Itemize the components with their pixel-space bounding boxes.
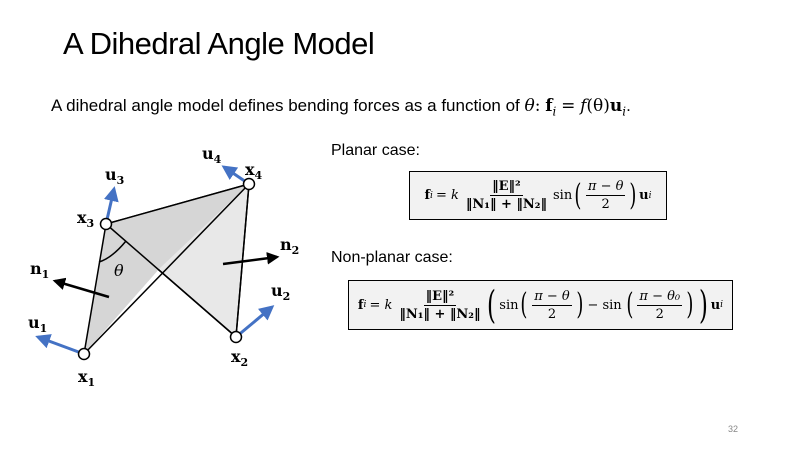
- page-number: 32: [728, 424, 739, 434]
- nonplanar-lhs: f: [357, 297, 364, 313]
- intro-u-sub: i: [622, 104, 627, 119]
- label-x3: x3: [77, 208, 94, 230]
- intro-fn: f: [580, 96, 587, 116]
- intro-period: .: [626, 96, 631, 115]
- intro-colon: :: [534, 96, 541, 116]
- vertex-x2: [229, 330, 243, 344]
- vertex-x3: [99, 217, 113, 231]
- planar-inner-fraction: π − θ 2: [585, 179, 626, 212]
- planar-inner-den: 2: [601, 197, 610, 212]
- intro-u: u: [609, 96, 623, 116]
- intro-equals: =: [561, 96, 576, 116]
- label-x1: x1: [78, 367, 95, 389]
- planar-fraction: ‖E‖² ‖N₁‖ + ‖N₂‖: [464, 179, 549, 212]
- nonplanar-minus-sin: − sin: [587, 297, 622, 313]
- n2-arrow: [222, 252, 280, 266]
- nonplanar-rparen-1: ): [576, 287, 584, 322]
- label-n2: n2: [280, 235, 299, 257]
- vertex-x4: [242, 177, 256, 191]
- nonplanar-outer-lparen: (: [487, 283, 497, 327]
- planar-rhs-sub: i: [648, 190, 652, 201]
- label-x4: x4: [245, 160, 263, 182]
- planar-lhs-sub: i: [430, 190, 433, 201]
- planar-inner-num: π − θ: [585, 179, 626, 196]
- nonplanar-fraction: ‖E‖² ‖N₁‖ + ‖N₂‖: [397, 289, 482, 322]
- nonplanar-eq-k: = k: [369, 297, 393, 313]
- planar-lparen: (: [574, 177, 582, 213]
- vertex-x1: [77, 347, 91, 361]
- intro-f-sub: i: [552, 104, 557, 119]
- intro-arg: (θ): [586, 96, 610, 116]
- nonplanar-inner2-num: π − θ₀: [637, 288, 683, 306]
- label-n1: n1: [30, 259, 49, 281]
- planar-rparen: ): [629, 177, 637, 213]
- slide-title: A Dihedral Angle Model: [63, 26, 375, 61]
- planar-label: Planar case:: [331, 142, 420, 159]
- u2-arrow: [235, 305, 275, 339]
- nonplanar-inner1-den: 2: [547, 306, 557, 322]
- nonplanar-lhs-sub: i: [363, 300, 367, 310]
- label-u4: u4: [202, 144, 222, 166]
- nonplanar-rhs: u: [710, 297, 721, 313]
- nonplanar-outer-rparen: ): [698, 283, 708, 327]
- nonplanar-inner1-fraction: π − θ 2: [532, 289, 572, 322]
- nonplanar-inner2-den: 2: [655, 306, 664, 322]
- nonplanar-lparen-1: (: [520, 287, 528, 322]
- label-u3: u3: [105, 165, 124, 187]
- nonplanar-num: ‖E‖²: [423, 288, 457, 306]
- label-x2: x2: [231, 347, 248, 369]
- planar-den: ‖N₁‖ + ‖N₂‖: [465, 197, 547, 212]
- edge-x3-x4: [105, 183, 250, 225]
- edge-x1-x3: [83, 223, 107, 355]
- label-u1: u1: [28, 313, 47, 335]
- nonplanar-inner2-fraction: π − θ₀ 2: [637, 288, 683, 322]
- n1-arrow: [52, 277, 110, 299]
- planar-sin: sin: [552, 188, 573, 203]
- nonplanar-sin1: sin: [499, 297, 519, 313]
- face-1: [84, 184, 249, 354]
- theta-arc: [98, 240, 127, 263]
- planar-lhs: f: [424, 188, 431, 203]
- nonplanar-lparen-2: (: [626, 287, 634, 322]
- nonplanar-label: Non-planar case:: [331, 249, 453, 266]
- intro-theta: θ: [524, 96, 535, 116]
- label-theta: θ: [114, 261, 124, 280]
- intro-text: A dihedral angle model defines bending f…: [51, 96, 520, 115]
- u1-arrow: [35, 334, 85, 356]
- planar-eq-k: = k: [435, 188, 459, 203]
- nonplanar-rhs-sub: i: [720, 300, 724, 310]
- planar-rhs: u: [639, 188, 649, 203]
- edge-x3-x2: [105, 223, 237, 338]
- nonplanar-rparen-2: ): [686, 287, 694, 322]
- nonplanar-den: ‖N₁‖ + ‖N₂‖: [399, 306, 481, 322]
- edge-x1-x4: [83, 183, 250, 355]
- nonplanar-inner1-num: π − θ: [532, 288, 572, 306]
- planar-num: ‖E‖²: [490, 179, 523, 196]
- intro-sentence: A dihedral angle model defines bending f…: [51, 96, 631, 118]
- label-u2: u2: [271, 281, 290, 303]
- intro-f: f: [545, 96, 553, 116]
